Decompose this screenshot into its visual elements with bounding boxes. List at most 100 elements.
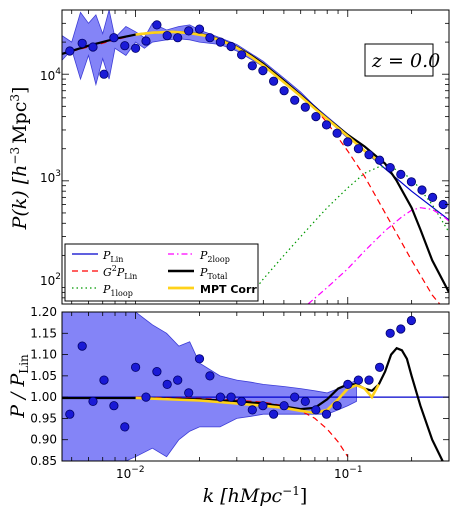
top-simulation-point [226,41,236,52]
bottom-simulation-point [109,401,119,411]
top-simulation-point [88,42,98,52]
top-simulation-point [152,20,162,30]
bottom-simulation-point [311,405,321,415]
bottom-simulation-point [65,409,75,419]
top-ytick-label-10-4: 104 [40,67,61,83]
ratio-panel: 0.85 0.90 0.95 1.00 1.05 1.10 1.15 1.20 10−2 10… [7,305,450,507]
bottom-simulation-point [406,315,416,326]
top-simulation-point [109,33,119,43]
bottom-ytick-label: 0.85 [30,454,57,468]
bottom-ticks [62,311,449,462]
bottom-ylabel: P / PLin [7,354,31,419]
bottom-simulation-point [300,396,310,406]
top-simulation-point [77,38,87,48]
bottom-simulation-point [226,392,236,402]
top-simulation-point [268,76,279,86]
bottom-simulation-point [332,401,342,411]
bottom-simulation-point [396,324,406,334]
top-simulation-point [65,46,75,56]
bottom-simulation-point [194,354,205,364]
top-simulation-point [237,50,247,60]
bottom-simulation-point [237,396,247,406]
top-mpt-corr-line [135,30,380,163]
top-simulation-markers [65,20,448,210]
top-simulation-point [99,69,109,79]
bottom-simulation-point [215,392,225,402]
scatter-band [62,312,357,461]
top-simulation-point [131,43,141,53]
top-simulation-point [290,95,300,105]
bottom-simulation-point [247,405,257,415]
top-simulation-point [343,137,353,147]
legend: PLin G2PLin P1loop P2loop PTotal MPT Cor… [64,243,259,302]
xtick-label-10-2: 10−2 [116,465,145,481]
bottom-simulation-point [321,409,332,419]
bottom-ytick-label: 1.15 [30,326,57,340]
bottom-simulation-point [131,362,141,372]
top-simulation-point [385,163,395,173]
bottom-axes-frame [61,311,450,462]
xlabel: k [hMpc−1] [203,484,308,507]
legend-label-p1loop: P1loop [102,283,133,298]
top-axes-frame [61,9,450,305]
bottom-simulation-point [77,341,87,351]
bottom-simulation-point [141,392,151,402]
top-simulation-point [396,169,406,179]
top-simulation-point [353,144,363,154]
bottom-simulation-point [353,375,363,385]
top-simulation-point [279,86,289,96]
top-simulation-point [205,33,215,43]
bottom-ytick-labels: 0.85 0.90 0.95 1.00 1.05 1.10 1.15 1.20 [30,305,57,468]
top-simulation-point [332,128,342,138]
bottom-simulation-point [120,422,130,432]
bottom-simulation-point [374,362,385,372]
top-ylabel: P(k) [h−3Mpc3] [8,87,31,231]
bottom-ytick-label: 0.95 [30,411,57,425]
top-ytick-label-10-2: 102 [40,272,61,288]
legend-label-ptotal: PTotal [199,266,228,281]
bottom-ytick-label: 1.00 [30,390,57,404]
legend-label-p2loop: P2loop [199,249,230,264]
bottom-simulation-point [99,375,109,385]
top-simulation-point [300,102,310,112]
top-simulation-point [141,36,151,46]
top-p-2loop-line [307,207,449,304]
redshift-box [364,43,434,77]
bottom-scatter-band [62,312,357,461]
svg-text:103: 103 [40,169,61,185]
svg-text:102: 102 [40,272,61,288]
bottom-simulation-point [152,366,162,377]
top-ticks [62,9,449,305]
legend-label-plin: PLin [102,249,123,264]
bottom-simulation-point [88,396,98,406]
bottom-ytick-label: 1.20 [30,305,57,319]
top-simulation-point [364,150,374,160]
bottom-simulation-point [364,375,374,385]
top-simulation-point [417,185,427,195]
bottom-simulation-point [343,379,353,389]
bottom-simulation-point [279,401,289,411]
top-simulation-point [247,61,257,71]
svg-text:104: 104 [40,67,61,83]
bottom-simulation-point [205,371,215,381]
top-simulation-point [184,26,194,36]
bottom-ytick-label: 1.10 [30,348,57,362]
top-simulation-point [311,112,321,122]
top-simulation-point [194,24,205,34]
top-p-1loop-line [247,166,449,299]
legend-label-g2plin: G2PLin [103,264,137,281]
top-ytick-label-10-3: 103 [40,169,61,185]
bottom-ytick-label: 1.05 [30,369,57,383]
bottom-simulation-point [290,392,300,402]
top-simulation-point [427,192,438,202]
top-simulation-point [321,120,332,130]
top-simulation-point [215,37,225,47]
top-simulation-point [374,155,385,165]
top-simulation-point [162,30,172,41]
xtick-label-10-1: 10−1 [334,465,363,481]
bottom-simulation-markers [65,315,416,432]
top-simulation-point [120,41,130,51]
top-simulation-point [173,33,183,43]
redshift-label: z = 0.0 [371,50,440,72]
bottom-simulation-point [173,375,183,385]
